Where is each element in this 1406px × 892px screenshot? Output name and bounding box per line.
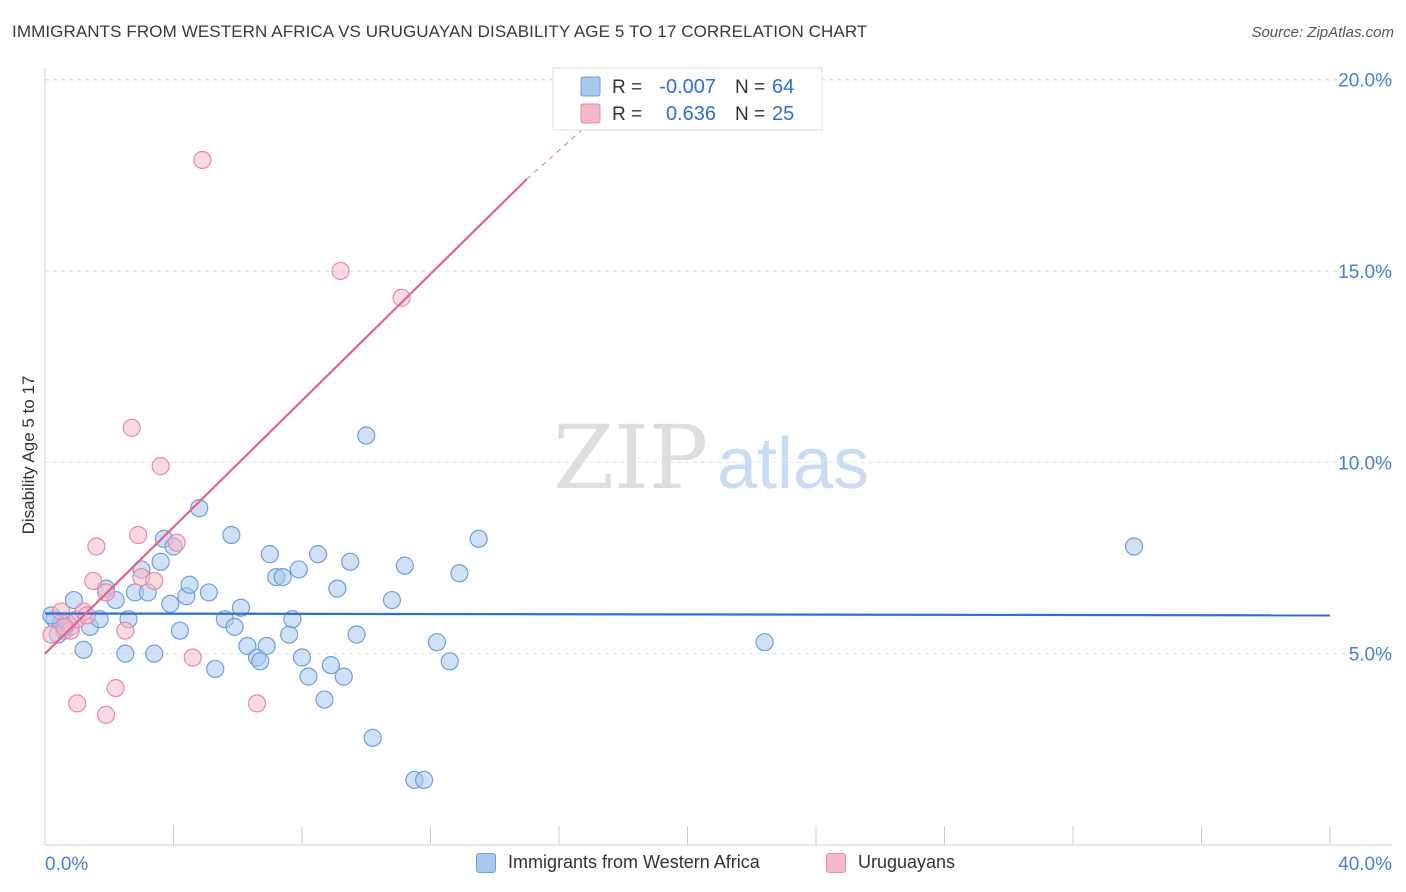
source-label: Source: ZipAtlas.com — [1251, 24, 1394, 41]
point-western-africa — [382, 590, 402, 610]
point-western-africa — [257, 636, 276, 656]
point-western-africa — [450, 564, 469, 583]
trend-line-uruguayans — [44, 178, 528, 655]
point-western-africa — [116, 644, 135, 663]
legend-swatch-pink — [826, 852, 846, 873]
point-western-africa — [440, 652, 459, 671]
point-western-africa — [414, 770, 434, 790]
point-western-africa — [308, 545, 328, 564]
point-uruguayans — [331, 261, 350, 281]
point-uruguayans — [129, 525, 148, 545]
point-western-africa — [321, 656, 341, 675]
point-western-africa — [260, 545, 279, 564]
stats-legend: R = -0.007 N = 64 R = 0.636 N = 25 — [552, 67, 823, 131]
chart-legend: Immigrants from Western Africa Uruguayan… — [0, 852, 1406, 878]
point-western-africa — [273, 568, 292, 587]
stats-n-value-2: 25 — [772, 103, 794, 125]
point-western-africa — [299, 667, 318, 686]
point-western-africa — [395, 556, 414, 575]
point-uruguayans — [167, 533, 186, 552]
stats-r-value-2: 0.636 — [666, 103, 716, 125]
point-western-africa — [206, 659, 225, 679]
x-tick-label: 40.0% — [1338, 854, 1392, 875]
point-western-africa — [190, 499, 209, 518]
point-western-africa — [222, 525, 241, 545]
point-western-africa — [199, 583, 218, 602]
stats-swatch-blue — [580, 76, 601, 97]
point-western-africa — [328, 579, 347, 598]
chart-title: IMMIGRANTS FROM WESTERN AFRICA VS URUGUA… — [12, 22, 868, 41]
y-tick-label: 20.0% — [1338, 71, 1392, 92]
point-western-africa — [283, 610, 302, 629]
trend-line-western-africa — [44, 612, 1331, 617]
point-western-africa — [251, 652, 270, 671]
stats-r-label-1: R = — [612, 77, 642, 98]
point-western-africa — [315, 690, 334, 709]
legend-item-western-africa[interactable]: Immigrants from Western Africa — [476, 852, 760, 873]
point-western-africa — [74, 640, 93, 659]
point-uruguayans — [151, 457, 170, 476]
legend-swatch-blue — [476, 852, 496, 873]
point-western-africa — [292, 648, 312, 667]
point-western-africa — [341, 552, 360, 571]
point-western-africa — [469, 529, 488, 548]
y-tick-label: 5.0% — [1349, 645, 1392, 666]
point-western-africa — [357, 426, 376, 445]
stats-r-label-2: R = — [612, 104, 642, 125]
point-uruguayans — [77, 606, 96, 625]
legend-item-uruguayans[interactable]: Uruguayans — [826, 852, 955, 873]
stats-n-value-1: 64 — [772, 76, 794, 98]
point-western-africa — [180, 575, 199, 594]
watermark: ZIP atlas — [553, 406, 869, 509]
legend-label-uruguayans: Uruguayans — [858, 852, 956, 872]
point-uruguayans — [247, 694, 267, 713]
point-western-africa — [755, 633, 774, 652]
point-western-africa — [289, 560, 308, 579]
stats-n-label-1: N = — [735, 77, 765, 98]
point-western-africa — [231, 598, 251, 617]
point-western-africa — [170, 621, 190, 640]
point-western-africa — [334, 667, 353, 686]
point-uruguayans — [106, 678, 125, 698]
point-uruguayans — [55, 617, 74, 636]
point-uruguayans — [183, 648, 202, 667]
point-uruguayans — [122, 418, 141, 437]
point-western-africa — [151, 552, 170, 571]
y-tick-label: 10.0% — [1338, 453, 1392, 474]
point-western-africa — [1124, 537, 1144, 556]
y-tick-label: 15.0% — [1338, 262, 1392, 283]
point-uruguayans — [145, 571, 164, 591]
point-uruguayans — [193, 150, 212, 170]
point-uruguayans — [68, 694, 87, 713]
point-uruguayans — [96, 705, 116, 724]
point-uruguayans — [51, 602, 71, 621]
point-western-africa — [225, 617, 244, 636]
point-western-africa — [427, 633, 447, 652]
stats-r-value-1: -0.007 — [659, 76, 716, 98]
stats-n-label-2: N = — [735, 104, 765, 125]
stats-swatch-pink — [580, 103, 601, 124]
x-tick-label: 0.0% — [45, 854, 88, 875]
point-western-africa — [363, 728, 382, 747]
point-uruguayans — [392, 288, 411, 307]
point-western-africa — [347, 625, 366, 644]
legend-label-western-africa: Immigrants from Western Africa — [508, 852, 760, 872]
watermark-zip: ZIP — [553, 406, 708, 509]
point-uruguayans — [116, 621, 135, 640]
point-uruguayans — [84, 571, 103, 591]
y-axis-label: Disability Age 5 to 17 — [19, 376, 38, 535]
point-uruguayans — [87, 537, 106, 556]
watermark-atlas: atlas — [717, 424, 869, 504]
point-western-africa — [145, 644, 164, 663]
point-western-africa — [280, 625, 299, 644]
point-western-africa — [161, 594, 180, 613]
